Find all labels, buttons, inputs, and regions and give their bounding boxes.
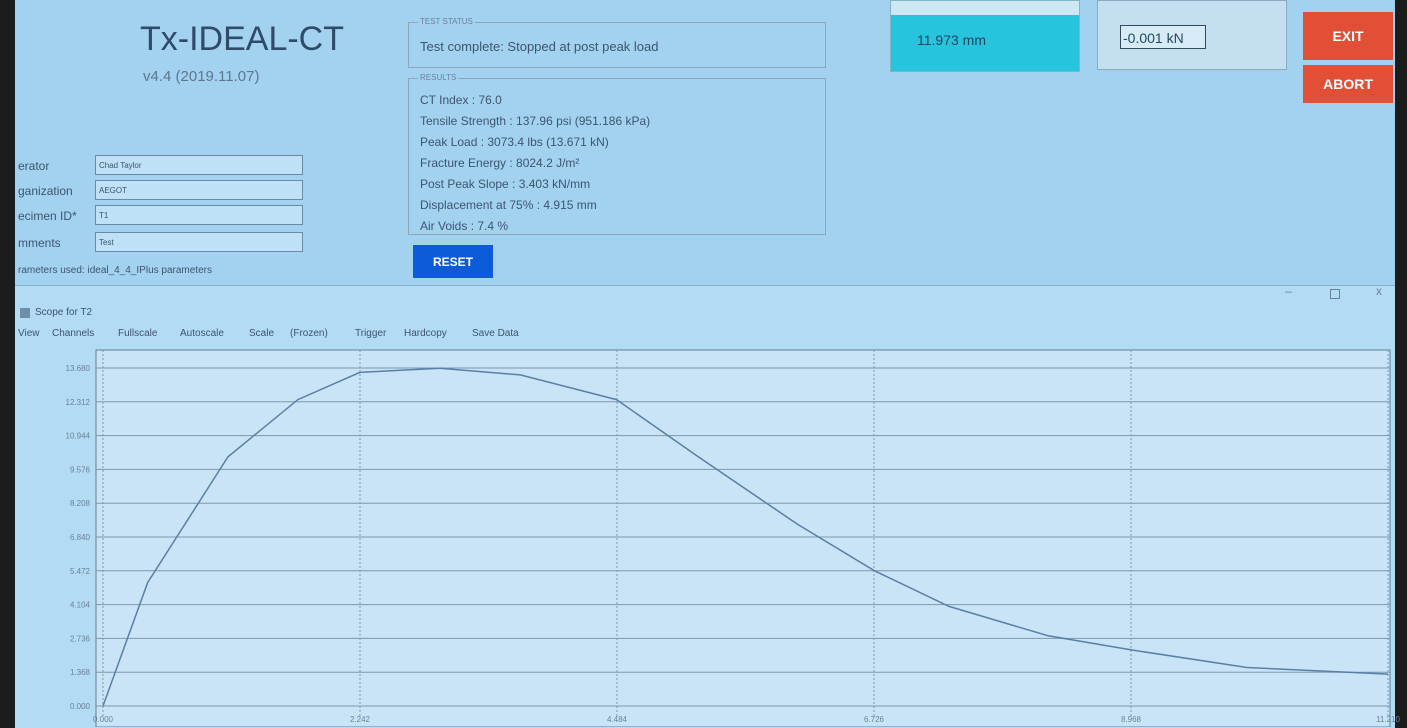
y-tick-label: 0.000 bbox=[70, 702, 91, 711]
y-tick-label: 12.312 bbox=[66, 398, 91, 407]
y-tick-label: 5.472 bbox=[70, 567, 91, 576]
y-tick-label: 4.104 bbox=[70, 601, 91, 610]
y-tick-label: 2.736 bbox=[70, 634, 91, 643]
menu-item[interactable]: Trigger bbox=[355, 328, 386, 339]
menu-item[interactable]: Channels bbox=[52, 328, 94, 339]
x-tick-label: 4.484 bbox=[607, 715, 628, 724]
menu-item[interactable]: (Frozen) bbox=[290, 328, 328, 339]
menu-item[interactable]: Autoscale bbox=[180, 328, 224, 339]
scope-chart: 0.000 1.368 2.736 4.104 5.472 6.840 8.208 9.576… bbox=[0, 0, 1407, 727]
menu-item[interactable]: Scale bbox=[249, 328, 274, 339]
menu-item[interactable]: Save Data bbox=[472, 328, 519, 339]
page: Tx-IDEAL-CT { "app": {"title": "Tx-IDEAL… bbox=[0, 0, 1407, 727]
y-tick-label: 10.944 bbox=[66, 432, 91, 441]
y-tick-label: 13.680 bbox=[66, 364, 91, 373]
screen-photo: Tx-IDEAL-CT v4.4 (2019.11.07) erator Cha… bbox=[0, 0, 1407, 727]
y-tick-label: 9.576 bbox=[70, 465, 91, 474]
menu-item[interactable]: View bbox=[18, 328, 40, 339]
x-tick-label: 11.210 bbox=[1376, 715, 1400, 724]
x-tick-label: 8.968 bbox=[1121, 715, 1142, 724]
x-tick-label: 0.000 bbox=[93, 715, 114, 724]
y-tick-label: 1.368 bbox=[70, 668, 91, 677]
y-tick-label: 8.208 bbox=[70, 499, 91, 508]
x-tick-label: 6.726 bbox=[864, 715, 885, 724]
x-tick-label: 2.242 bbox=[350, 715, 371, 724]
menu-item[interactable]: Hardcopy bbox=[404, 328, 447, 339]
menu-item[interactable]: Fullscale bbox=[118, 328, 157, 339]
y-tick-label: 6.840 bbox=[70, 533, 91, 542]
